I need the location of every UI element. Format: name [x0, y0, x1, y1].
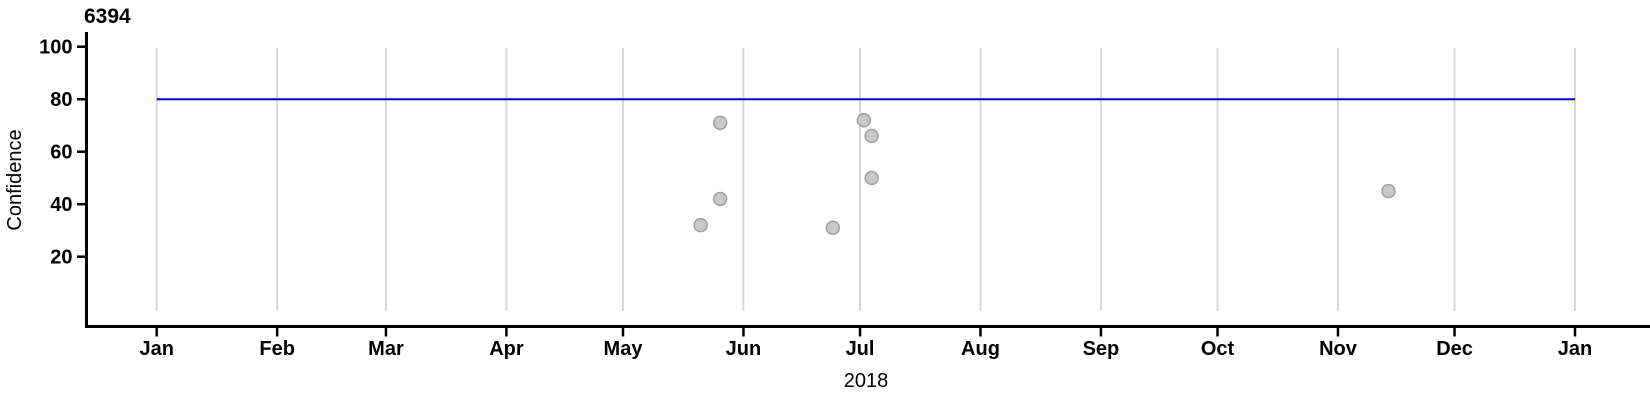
- y-tick-label: 40: [50, 194, 72, 216]
- x-tick-label: Dec: [1436, 338, 1473, 360]
- data-point: [712, 191, 728, 207]
- x-tick-label: Jun: [726, 338, 762, 360]
- chart-title: 6394: [84, 5, 131, 28]
- data-points: [693, 112, 1396, 236]
- y-tick-label: 60: [50, 142, 72, 164]
- data-point: [856, 112, 872, 128]
- data-point: [693, 217, 708, 233]
- axes: [77, 32, 1650, 337]
- x-tick-label: May: [604, 338, 644, 360]
- data-point: [1381, 183, 1396, 199]
- x-tick-label: Sep: [1083, 338, 1120, 360]
- y-tick-labels: 100 80 60 40 20: [39, 37, 72, 269]
- y-axis-title: Confidence: [4, 129, 26, 230]
- x-tick-label: Aug: [961, 338, 1000, 360]
- x-tick-label: Mar: [368, 338, 404, 360]
- data-point: [864, 170, 879, 186]
- x-tick-label: Jan: [1558, 338, 1592, 360]
- y-tick-label: 100: [39, 37, 72, 59]
- x-tick-label: Apr: [489, 338, 524, 360]
- data-point: [712, 115, 728, 131]
- x-tick-label: Oct: [1201, 338, 1235, 360]
- month-gridlines: [155, 48, 1576, 311]
- x-tick-label: Feb: [259, 338, 295, 360]
- y-tick-label: 20: [50, 247, 72, 269]
- x-tick-label: Jan: [139, 338, 173, 360]
- x-axis-year-label: 2018: [844, 370, 889, 392]
- x-tick-label: Jul: [846, 338, 875, 360]
- data-point: [825, 220, 841, 236]
- x-tick-labels: Jan Feb Mar Apr May Jun Jul Aug Sep Oct Nov Dec Jan: [139, 338, 1592, 360]
- data-point: [864, 128, 879, 144]
- y-tick-label: 80: [50, 89, 72, 111]
- x-tick-label: Nov: [1319, 338, 1358, 360]
